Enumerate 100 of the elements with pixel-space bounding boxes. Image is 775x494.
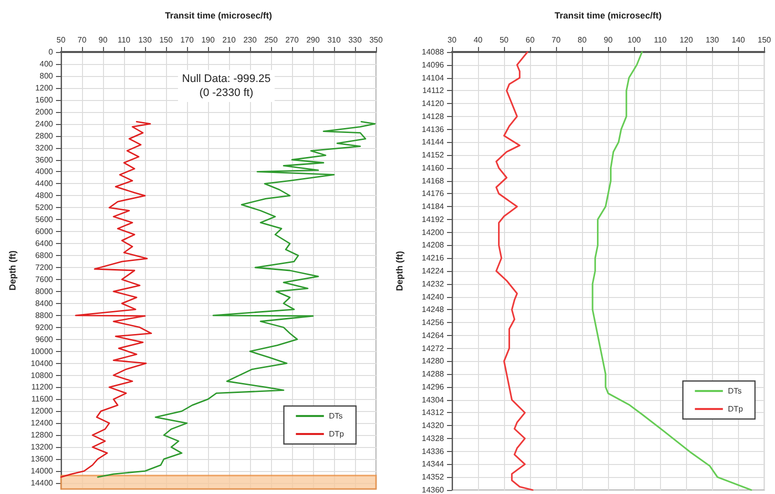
y-tick-label: 9200 — [35, 322, 54, 332]
y-tick-label: 10400 — [30, 358, 54, 368]
x-tick-label: 250 — [264, 36, 278, 44]
line-series — [592, 51, 752, 491]
x-tick-label: 140 — [732, 36, 746, 44]
x-tick-label: 50 — [56, 36, 66, 44]
y-tick-label: 7200 — [35, 263, 54, 272]
y-tick-label: 14168 — [422, 176, 445, 186]
y-tick-label: 14208 — [422, 240, 445, 250]
y-tick-label: 14160 — [422, 163, 445, 172]
y-tick-label: 14400 — [30, 478, 54, 488]
x-tick-label: 30 — [448, 36, 457, 44]
y-tick-label: 1600 — [35, 95, 54, 104]
y-tick-label: 14192 — [422, 214, 445, 224]
y-tick-label: 2400 — [35, 119, 54, 128]
x-tick-label: 60 — [526, 36, 536, 44]
x-axis-title: Transit time (microsec/ft) — [164, 10, 272, 20]
x-tick-label: 110 — [118, 36, 131, 44]
y-tick-label: 6800 — [35, 251, 54, 260]
y-tick-label: 14312 — [422, 408, 445, 418]
y-tick-label: 4000 — [35, 167, 54, 176]
y-tick-label: 12400 — [30, 418, 54, 428]
y-tick-label: 14240 — [422, 292, 445, 302]
y-tick-label: 400 — [40, 59, 54, 68]
y-tick-label: 14152 — [422, 150, 445, 160]
y-tick-label: 13600 — [30, 454, 54, 464]
x-tick-label: 130 — [138, 36, 152, 44]
y-tick-label: 8000 — [35, 286, 54, 296]
y-tick-label: 14128 — [422, 112, 445, 121]
y-tick-label: 14144 — [422, 138, 445, 147]
y-tick-label: 14344 — [422, 460, 445, 469]
x-tick-label: 100 — [628, 36, 642, 44]
x-tick-label: 70 — [552, 36, 562, 44]
x-tick-label: 230 — [243, 36, 258, 44]
y-tick-label: 0 — [48, 48, 54, 56]
y-tick-label: 3200 — [35, 143, 54, 152]
y-tick-label: 7600 — [35, 274, 54, 284]
line-series — [495, 51, 534, 491]
line-series — [97, 121, 376, 478]
y-tick-label: 6000 — [35, 227, 54, 236]
x-tick-label: 90 — [98, 36, 108, 44]
y-tick-label: 5200 — [35, 203, 54, 212]
y-tick-label: 14280 — [422, 356, 445, 366]
y-tick-label: 3600 — [35, 155, 54, 164]
annotation: Null Data: -999.25 (0 -2330 ft) — [182, 73, 271, 99]
y-tick-label: 14296 — [422, 382, 445, 392]
legend-label: DTp — [728, 404, 744, 414]
x-tick-label: 330 — [348, 36, 362, 44]
y-tick-label: 6400 — [35, 239, 54, 248]
x-tick-label: 70 — [78, 36, 87, 44]
x-tick-label: 120 — [680, 36, 694, 44]
y-tick-label: 14304 — [422, 395, 445, 404]
y-axis-title: Depth (ft) — [394, 251, 404, 291]
y-tick-label: 8400 — [35, 298, 54, 308]
y-tick-label: 14336 — [422, 446, 445, 456]
x-tick-label: 310 — [327, 36, 342, 44]
y-tick-label: 14232 — [422, 279, 445, 288]
y-tick-label: 8800 — [35, 310, 54, 320]
x-tick-label: 150 — [159, 36, 174, 44]
y-tick-label: 14200 — [422, 228, 445, 237]
y-tick-label: 14352 — [422, 472, 445, 482]
y-tick-label: 800 — [40, 71, 54, 80]
y-tick-label: 14136 — [422, 124, 445, 134]
y-tick-label: 2000 — [35, 107, 54, 116]
x-tick-label: 150 — [758, 36, 772, 44]
x-tick-label: 170 — [180, 36, 194, 44]
y-tick-label: 14328 — [422, 434, 445, 443]
y-tick-label: 14176 — [422, 189, 445, 198]
y-tick-label: 14288 — [422, 370, 445, 379]
x-tick-label: 210 — [222, 36, 236, 44]
y-tick-label: 4400 — [35, 179, 54, 188]
y-tick-label: 11200 — [31, 382, 54, 392]
y-tick-label: 1200 — [35, 83, 54, 92]
y-tick-label: 14264 — [422, 330, 445, 340]
y-tick-label: 2800 — [35, 131, 54, 140]
y-axis-title: Depth (ft) — [8, 250, 18, 290]
y-tick-label: 14224 — [422, 266, 445, 276]
x-tick-label: 130 — [706, 36, 720, 44]
legend-label: DTp — [328, 430, 345, 438]
y-tick-label: 14096 — [422, 60, 445, 70]
y-tick-label: 13200 — [30, 442, 54, 452]
legend-label: DTs — [328, 412, 343, 420]
y-tick-label: 14216 — [422, 254, 445, 263]
y-tick-label: 10800 — [30, 370, 54, 380]
y-tick-label: 12800 — [30, 430, 54, 440]
y-tick-label: 9600 — [35, 334, 54, 344]
x-tick-label: 190 — [201, 36, 216, 44]
y-tick-label: 14112 — [422, 86, 445, 96]
y-tick-label: 14360 — [422, 486, 445, 494]
x-tick-label: 80 — [578, 36, 588, 44]
x-tick-label: 50 — [500, 36, 510, 44]
x-tick-label: 290 — [306, 36, 320, 44]
x-tick-label: 40 — [474, 36, 484, 44]
y-tick-label: 14000 — [30, 466, 54, 476]
x-tick-label: 110 — [654, 36, 668, 44]
x-tick-label: 270 — [285, 36, 300, 44]
y-tick-label: 14104 — [422, 73, 445, 82]
line-series — [60, 121, 152, 478]
y-tick-label: 11600 — [31, 394, 54, 404]
y-tick-label: 14272 — [422, 344, 445, 353]
